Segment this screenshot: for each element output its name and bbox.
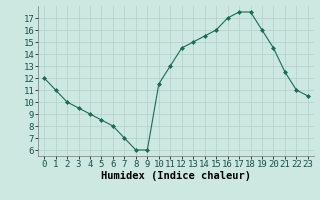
X-axis label: Humidex (Indice chaleur): Humidex (Indice chaleur)	[101, 171, 251, 181]
